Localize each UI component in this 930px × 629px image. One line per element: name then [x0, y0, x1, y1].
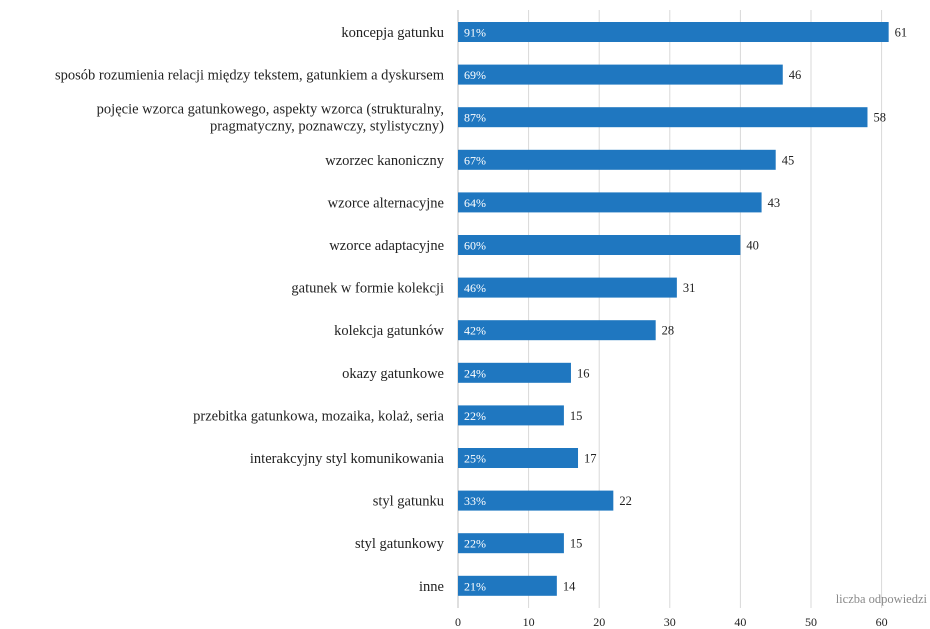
bar	[458, 149, 776, 170]
bar-percent-label: 33%	[464, 494, 486, 508]
category-label: okazy gatunkowe	[342, 366, 444, 382]
category-label: wzorce adaptacyjne	[329, 238, 444, 254]
bar	[458, 64, 783, 85]
bar-value-label: 46	[789, 68, 802, 82]
bar	[458, 448, 579, 468]
category-label: wzorce alternacyjne	[328, 195, 444, 211]
bar-value-label: 28	[662, 324, 675, 338]
x-tick-label: 20	[593, 615, 605, 629]
bar-percent-label: 22%	[464, 537, 486, 551]
category-labels: koncepja gatunku sposób rozumienia relacj…	[55, 25, 445, 595]
bar-value-label: 17	[584, 452, 597, 466]
bar-value-label: 58	[873, 111, 886, 125]
category-label: inne	[419, 579, 444, 595]
bar-value-label: 16	[577, 366, 590, 380]
bar-percent-label: 42%	[464, 324, 486, 338]
bar-value-label: 31	[683, 281, 696, 295]
bar-percent-label: 24%	[464, 366, 486, 380]
bar-percent-label: 46%	[464, 281, 486, 295]
bar-percent-label: 87%	[464, 111, 486, 125]
bar	[458, 490, 614, 511]
bar	[458, 192, 762, 213]
category-label: koncepja gatunku	[341, 25, 444, 41]
x-axis-ticks: 0 10 20 30 40 50 60	[455, 615, 888, 629]
x-tick-label: 0	[455, 615, 461, 629]
bar-value-label: 14	[563, 579, 576, 593]
category-label: interakcyjny styl komunikowania	[250, 451, 445, 467]
category-label: sposób rozumienia relacji między tekstem…	[55, 68, 445, 84]
bar-percent-label: 60%	[464, 239, 486, 253]
bar-percent-label: 21%	[464, 579, 486, 593]
bar	[458, 277, 677, 298]
category-label: gatunek w formie kolekcji	[291, 281, 444, 297]
x-tick-label: 60	[876, 615, 888, 629]
bar	[458, 533, 564, 554]
bar	[458, 362, 571, 383]
bar	[458, 235, 741, 255]
bar	[458, 405, 564, 426]
x-tick-label: 40	[734, 615, 746, 629]
bar-percent-label: 25%	[464, 452, 486, 466]
bar-value-label: 61	[895, 26, 908, 40]
bar-value-label: 22	[619, 494, 632, 508]
bar-value-label: 45	[782, 153, 795, 167]
bar	[458, 22, 889, 42]
bar-value-label: 40	[746, 239, 759, 253]
bar	[458, 575, 557, 596]
bars: 91% 61 69% 46 87% 58 67% 45 64% 43 60% 40 46% 31 42% 28…	[458, 22, 907, 596]
category-label: pragmatyczny, poznawczy, stylistyczny)	[210, 119, 444, 135]
bar-value-label: 15	[570, 537, 583, 551]
category-label: przebitka gatunkowa, mozaika, kolaż, ser…	[193, 408, 444, 424]
category-label: pojęcie wzorca gatunkowego, aspekty wzor…	[97, 102, 444, 118]
bar-percent-label: 64%	[464, 196, 486, 210]
category-label: styl gatunku	[373, 494, 444, 510]
category-label: wzorzec kanoniczny	[325, 153, 445, 169]
bar-value-label: 15	[570, 409, 583, 423]
x-tick-label: 30	[664, 615, 676, 629]
bar-percent-label: 69%	[464, 68, 486, 82]
bar-percent-label: 67%	[464, 153, 486, 167]
bar	[458, 107, 868, 128]
bar-value-label: 43	[768, 196, 781, 210]
x-axis-label: liczba odpowiedzi	[836, 592, 928, 606]
category-label: kolekcja gatunków	[334, 323, 444, 339]
bar-percent-label: 91%	[464, 26, 486, 40]
gridlines	[457, 10, 883, 608]
bar	[458, 320, 656, 341]
x-tick-label: 50	[805, 615, 817, 629]
category-label: styl gatunkowy	[355, 536, 445, 552]
x-tick-label: 10	[523, 615, 535, 629]
bar-percent-label: 22%	[464, 409, 486, 423]
